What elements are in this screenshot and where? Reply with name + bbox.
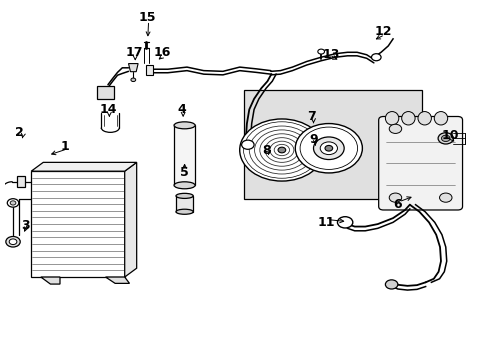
Circle shape: [320, 142, 337, 154]
Text: 8: 8: [261, 144, 270, 157]
Circle shape: [131, 78, 136, 82]
Ellipse shape: [176, 193, 193, 198]
Circle shape: [313, 137, 344, 159]
Polygon shape: [244, 90, 421, 199]
Circle shape: [325, 145, 332, 151]
Circle shape: [441, 135, 449, 141]
Polygon shape: [31, 162, 137, 171]
Polygon shape: [124, 162, 137, 277]
Text: 16: 16: [153, 46, 170, 59]
Circle shape: [6, 237, 20, 247]
Text: 11: 11: [317, 216, 334, 229]
Text: 5: 5: [180, 166, 188, 179]
Text: 17: 17: [125, 46, 142, 59]
Circle shape: [371, 54, 380, 61]
Text: 12: 12: [374, 25, 391, 38]
Circle shape: [437, 133, 452, 144]
Circle shape: [337, 217, 352, 228]
Bar: [176, 196, 193, 212]
Ellipse shape: [176, 209, 193, 214]
Polygon shape: [128, 64, 138, 72]
Ellipse shape: [385, 112, 398, 125]
Text: 7: 7: [306, 110, 315, 123]
Circle shape: [385, 280, 397, 289]
Text: 4: 4: [178, 103, 186, 116]
Text: 9: 9: [309, 133, 318, 146]
Text: 1: 1: [61, 140, 69, 153]
Text: 10: 10: [441, 129, 458, 143]
Text: 3: 3: [20, 219, 29, 232]
Polygon shape: [105, 277, 129, 283]
Polygon shape: [31, 171, 124, 277]
Polygon shape: [41, 277, 60, 284]
Circle shape: [10, 201, 16, 205]
Ellipse shape: [401, 112, 414, 125]
Ellipse shape: [433, 112, 447, 125]
Text: 6: 6: [393, 198, 401, 211]
Circle shape: [295, 123, 362, 173]
Bar: [17, 176, 25, 187]
Ellipse shape: [174, 182, 195, 189]
Circle shape: [239, 119, 324, 181]
FancyBboxPatch shape: [378, 117, 462, 210]
Circle shape: [317, 49, 324, 54]
Bar: [97, 86, 114, 99]
Bar: [174, 125, 195, 185]
Text: 15: 15: [139, 11, 156, 24]
Circle shape: [7, 199, 19, 207]
Circle shape: [278, 147, 285, 153]
Bar: [145, 65, 153, 75]
Circle shape: [388, 124, 401, 134]
Circle shape: [9, 239, 17, 244]
Circle shape: [241, 140, 254, 149]
Text: 14: 14: [99, 103, 117, 116]
Circle shape: [439, 193, 451, 202]
Ellipse shape: [417, 112, 430, 125]
Text: 13: 13: [322, 48, 339, 61]
Circle shape: [243, 122, 320, 178]
Circle shape: [388, 193, 401, 202]
Text: 2: 2: [15, 126, 23, 139]
Ellipse shape: [174, 122, 195, 129]
